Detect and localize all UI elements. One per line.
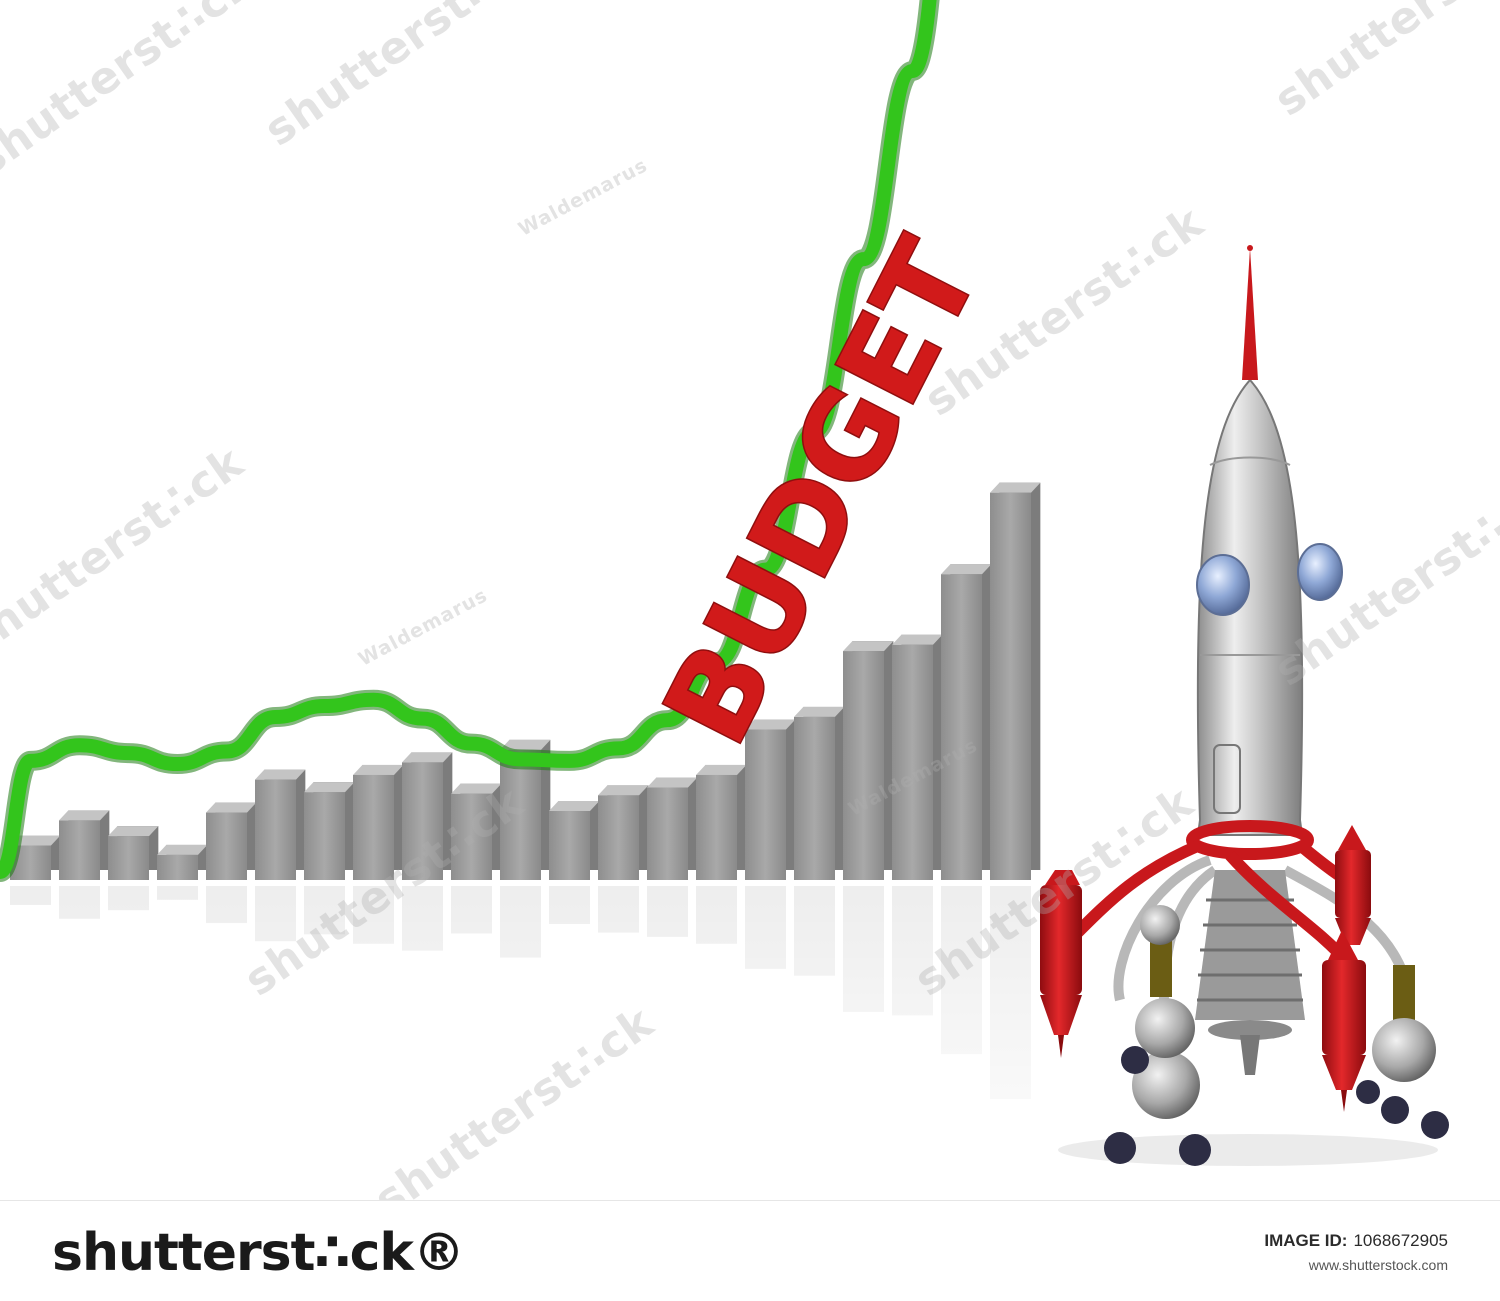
rocket-illustration bbox=[1040, 245, 1449, 1166]
bar-4 bbox=[157, 844, 208, 880]
illustration: BUDGET bbox=[0, 0, 1500, 1200]
image-id-row: IMAGE ID: 1068672905 bbox=[1264, 1231, 1448, 1251]
bar-8 bbox=[353, 764, 404, 880]
rocket-booster-left bbox=[1040, 870, 1082, 1058]
budget-growth-scene: BUDGET bbox=[0, 0, 1500, 1200]
bar-17 bbox=[794, 706, 845, 880]
image-id-value: 1068672905 bbox=[1353, 1231, 1448, 1250]
bar-18 bbox=[843, 641, 894, 880]
bar-10 bbox=[451, 783, 502, 880]
bar-series bbox=[10, 482, 1041, 880]
site-url: www.shutterstock.com bbox=[1308, 1257, 1448, 1273]
bar-7 bbox=[304, 782, 355, 880]
bar-5 bbox=[206, 802, 257, 880]
trend-curve-line bbox=[0, 0, 937, 879]
bar-12 bbox=[549, 801, 600, 880]
bar-9 bbox=[402, 752, 453, 880]
logo-text: shutterst∴ck bbox=[52, 1223, 414, 1283]
logo-registered: ® bbox=[413, 1223, 465, 1283]
bar-20 bbox=[941, 564, 992, 880]
bar-14 bbox=[647, 777, 698, 880]
bar-3 bbox=[108, 826, 159, 880]
bar-2 bbox=[59, 810, 110, 880]
rocket-legs bbox=[1104, 855, 1449, 1166]
rocket-booster-front bbox=[1322, 930, 1366, 1112]
bar-21 bbox=[990, 482, 1041, 880]
image-id-label: IMAGE ID: bbox=[1264, 1231, 1348, 1250]
bar-6 bbox=[255, 769, 306, 880]
rocket-booster-right bbox=[1335, 825, 1371, 945]
trend-curve bbox=[0, 0, 940, 882]
footer-bar: shutterst∴ck® IMAGE ID: 1068672905 www.sh… bbox=[0, 1200, 1500, 1301]
bar-15 bbox=[696, 764, 747, 880]
bar-13 bbox=[598, 785, 649, 880]
image-id-block: IMAGE ID: 1068672905 www.shutterstock.com bbox=[1264, 1231, 1448, 1273]
bar-16 bbox=[745, 719, 796, 880]
shutterstock-logo: shutterst∴ck® bbox=[52, 1223, 465, 1283]
bar-19 bbox=[892, 634, 943, 880]
